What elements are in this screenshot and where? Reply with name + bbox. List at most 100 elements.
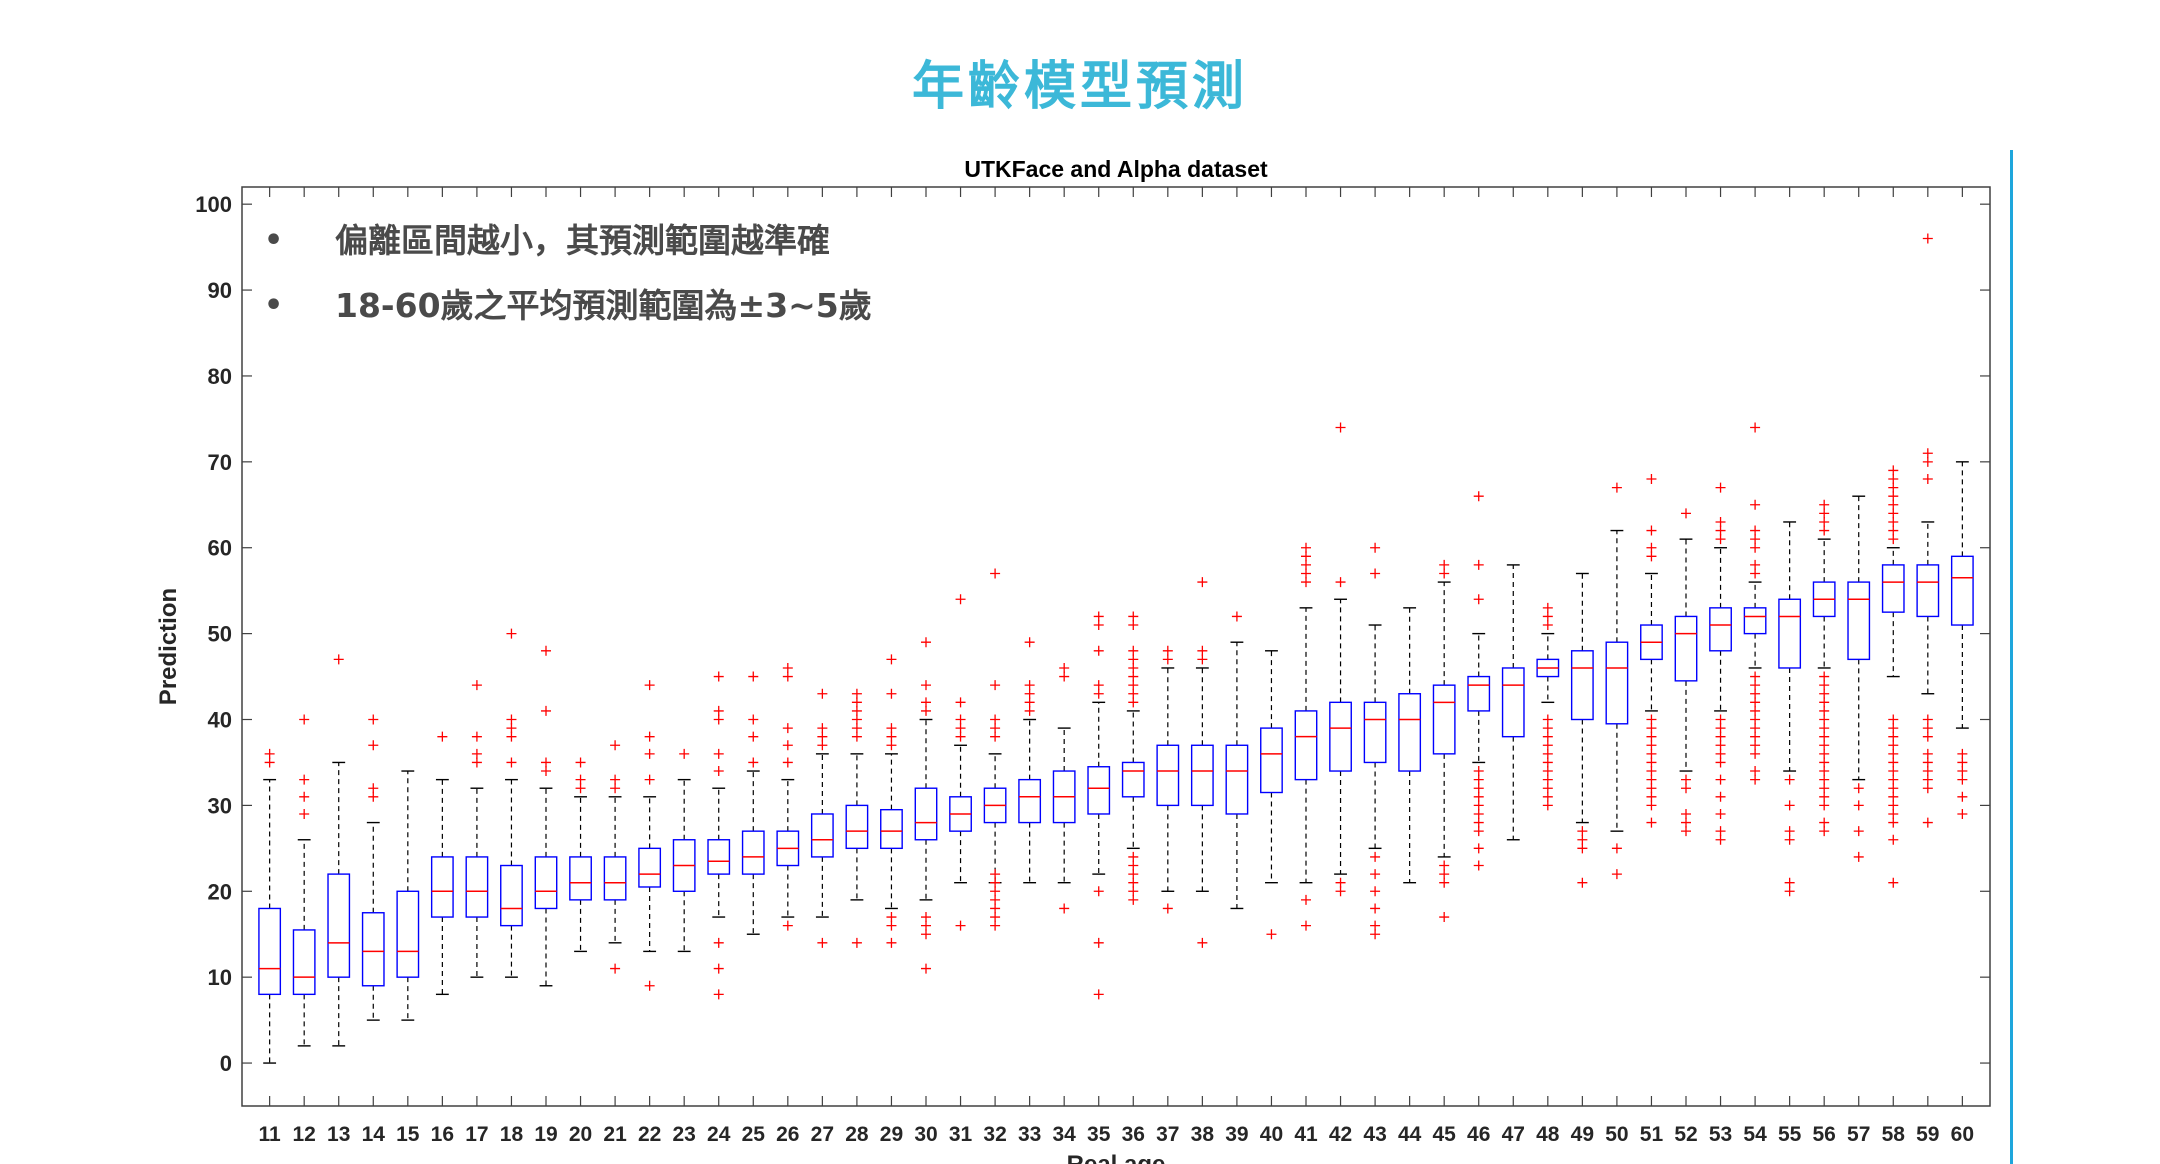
x-tick-label: 36 (1122, 1123, 1145, 1146)
outlier-point (1473, 774, 1484, 785)
outlier-point (921, 920, 931, 931)
outlier-point (1819, 508, 1830, 519)
box (1847, 581, 1871, 661)
outlier-point (1473, 594, 1484, 605)
outlier-point (368, 714, 379, 725)
outlier-point (713, 671, 724, 682)
outlier-point (264, 748, 275, 759)
x-tick-label: 51 (1640, 1123, 1664, 1146)
outlier-point (1922, 748, 1933, 759)
outlier-point (1301, 542, 1311, 553)
outlier-point (713, 766, 724, 777)
outlier-point (1750, 671, 1761, 682)
outlier-point (1819, 499, 1830, 510)
bullet-dot: • (264, 223, 284, 258)
outlier-point (921, 912, 931, 923)
outlier-point (713, 937, 724, 948)
outlier-point (1888, 817, 1899, 828)
outlier-point (1715, 714, 1726, 725)
outlier-point (1542, 611, 1553, 622)
outlier-point (506, 757, 517, 768)
box (707, 839, 731, 875)
outlier-point (1922, 817, 1933, 828)
x-tick-label: 35 (1087, 1123, 1111, 1146)
outlier-point (1335, 877, 1346, 888)
outlier-point (1819, 680, 1830, 691)
x-tick-label: 53 (1709, 1123, 1732, 1146)
outlier-point (886, 740, 897, 751)
outlier-point (1819, 817, 1830, 828)
box (741, 830, 765, 875)
x-tick-label: 59 (1916, 1123, 1939, 1146)
outlier-point (1715, 826, 1726, 837)
y-tick-label: 0 (220, 1051, 232, 1076)
outlier-point (1335, 422, 1346, 433)
outlier-point (1819, 723, 1830, 734)
x-tick-label: 27 (811, 1123, 834, 1146)
outlier-point (1646, 757, 1657, 768)
x-tick-label: 11 (259, 1123, 282, 1146)
x-tick-label: 34 (1053, 1123, 1077, 1146)
outlier-point (1957, 748, 1968, 759)
outlier-point (1784, 826, 1795, 837)
outlier-point (1542, 714, 1553, 725)
box (1398, 693, 1422, 772)
outlier-point (1335, 886, 1346, 897)
outlier-point (1577, 826, 1588, 837)
outlier-point (1439, 877, 1450, 888)
outlier-point (333, 654, 344, 665)
outlier-point (1542, 783, 1553, 794)
outlier-point (1750, 731, 1761, 742)
bullet-text: 偏離區間越小，其預測範圍越準確 (335, 221, 830, 260)
outlier-point (1715, 723, 1726, 734)
outlier-point (1542, 800, 1553, 811)
outlier-point (782, 671, 793, 682)
outlier-point (1335, 577, 1346, 588)
outlier-point (1473, 826, 1484, 837)
outlier-point (1922, 474, 1933, 485)
outlier-point (1750, 499, 1761, 510)
outlier-point (1611, 482, 1622, 493)
outlier-point (851, 723, 862, 734)
outlier-point (1888, 800, 1899, 811)
outlier-point (1888, 766, 1899, 777)
outlier-point (1128, 697, 1139, 708)
outlier-point (886, 723, 897, 734)
x-tick-label: 40 (1260, 1123, 1283, 1146)
outlier-point (1370, 886, 1381, 897)
outlier-point (782, 662, 793, 673)
outlier-point (1681, 508, 1691, 519)
outlier-point (1473, 491, 1484, 502)
outlier-point (1750, 740, 1761, 751)
outlier-point (1646, 766, 1657, 777)
x-tick-label: 48 (1536, 1123, 1560, 1146)
outlier-point (1819, 525, 1830, 536)
outlier-point (1750, 568, 1761, 579)
outlier-point (1750, 748, 1761, 759)
outlier-point (1888, 808, 1899, 819)
outlier-point (990, 912, 1001, 923)
outlier-point (1370, 542, 1381, 553)
x-tick-label: 33 (1018, 1123, 1041, 1146)
outlier-point (1093, 688, 1104, 699)
x-tick-label: 50 (1605, 1123, 1628, 1146)
outlier-point (1542, 748, 1553, 759)
outlier-point (299, 791, 310, 802)
outlier-point (1162, 654, 1173, 665)
outlier-point (1162, 903, 1173, 914)
outlier-point (1957, 808, 1968, 819)
x-tick-label: 16 (431, 1123, 454, 1146)
outlier-point (1819, 688, 1830, 699)
bullet-item: • 18-60歲之平均預測範圍為±3~5歲 (260, 280, 872, 345)
outlier-point (471, 748, 482, 759)
x-tick-label: 56 (1813, 1123, 1836, 1146)
outlier-point (713, 705, 724, 716)
outlier-point (955, 731, 966, 742)
outlier-point (1681, 774, 1691, 785)
outlier-point (1853, 826, 1864, 837)
outlier-point (1197, 654, 1208, 665)
x-axis-label: Real age (1067, 1151, 1166, 1164)
box (327, 873, 351, 978)
outlier-point (1646, 748, 1657, 759)
outlier-point (851, 731, 862, 742)
